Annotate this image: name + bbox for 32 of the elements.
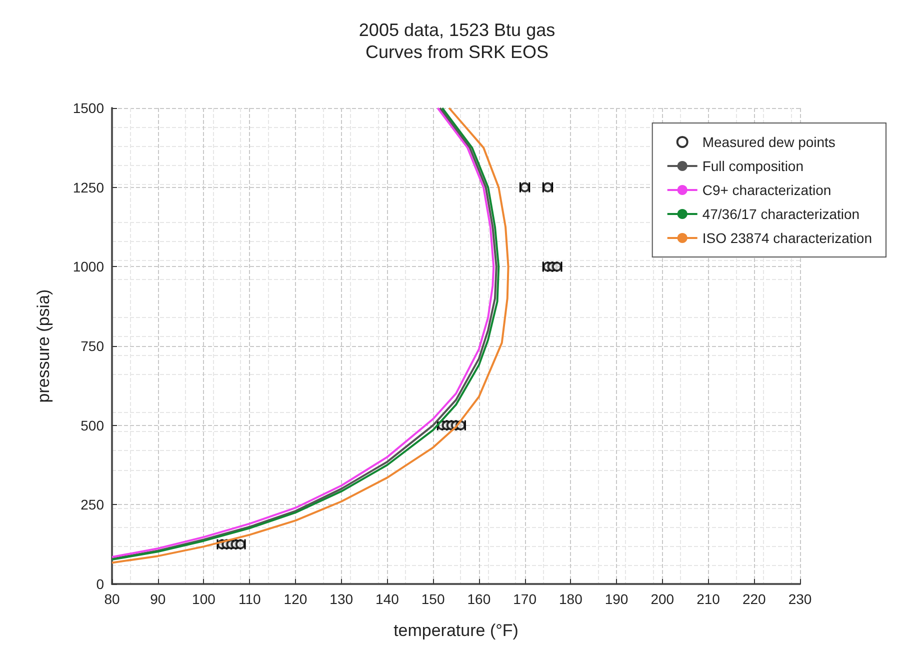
x-tick-label: 220	[742, 591, 766, 607]
x-tick-label: 140	[376, 591, 400, 607]
y-axis-title: pressure (psia)	[34, 289, 53, 403]
x-tick-label: 210	[696, 591, 720, 607]
legend-label: ISO 23874 characterization	[702, 230, 872, 246]
y-tick-label: 0	[96, 576, 104, 592]
x-tick-label: 80	[104, 591, 120, 607]
y-tick-label: 750	[80, 338, 104, 354]
x-tick-label: 180	[558, 591, 583, 607]
x-tick-label: 150	[421, 591, 445, 607]
chart-title: 2005 data, 1523 Btu gas	[358, 20, 556, 40]
y-tick-label: 500	[80, 417, 104, 434]
x-tick-label: 100	[192, 591, 216, 607]
legend-label: Measured dew points	[702, 134, 836, 150]
x-tick-label: 110	[238, 591, 261, 607]
chart-subtitle: Curves from SRK EOS	[365, 42, 549, 62]
x-tick-label: 190	[604, 591, 628, 607]
legend-label: 47/36/17 characterization	[702, 206, 860, 222]
y-tick-label: 1500	[72, 100, 104, 116]
x-tick-label: 200	[650, 591, 674, 607]
x-tick-label: 160	[467, 591, 491, 607]
legend-label: Full composition	[702, 158, 804, 174]
x-axis-title: temperature (°F)	[394, 621, 518, 640]
x-tick-label: 90	[150, 591, 166, 607]
x-tick-label: 120	[284, 591, 308, 607]
y-tick-label: 250	[80, 496, 104, 513]
x-tick-label: 130	[330, 591, 354, 607]
y-tick-label: 1250	[72, 179, 104, 196]
y-tick-label: 1000	[72, 258, 104, 275]
legend-label: C9+ characterization	[702, 182, 832, 198]
x-tick-label: 230	[788, 591, 812, 607]
x-tick-label: 170	[513, 591, 537, 607]
